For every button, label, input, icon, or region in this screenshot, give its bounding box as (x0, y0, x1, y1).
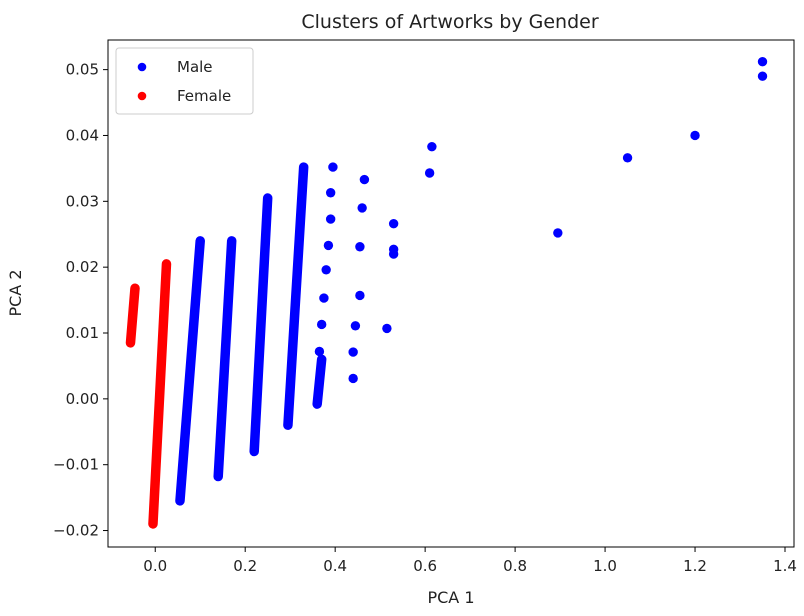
data-strip (213, 236, 237, 482)
legend-marker-male (137, 62, 147, 72)
plot-area (125, 57, 768, 529)
data-point (427, 141, 437, 152)
data-point (325, 188, 336, 198)
y-axis: −0.02 −0.01 0.00 0.01 0.02 0.03 0.04 0.05 (53, 61, 108, 540)
data-strip (148, 259, 172, 529)
data-point (382, 323, 392, 334)
x-tick-label: 0.0 (143, 557, 167, 575)
y-tick-label: 0.01 (66, 324, 99, 342)
data-point (325, 214, 336, 224)
y-tick-label: 0.00 (66, 390, 99, 408)
data-point (314, 346, 325, 357)
x-tick-label: 0.8 (503, 557, 527, 575)
data-strip (249, 193, 273, 457)
data-point (355, 290, 365, 301)
x-tick-label: 0.2 (233, 557, 257, 575)
data-point (388, 249, 399, 259)
data-point (690, 130, 700, 141)
plot-frame (107, 39, 795, 548)
x-tick-label: 1.2 (683, 557, 707, 575)
legend-marker-female (137, 91, 147, 101)
data-point (424, 168, 435, 178)
data-strip (125, 283, 140, 348)
data-point (357, 203, 367, 213)
data-point (757, 71, 768, 81)
y-tick-label: 0.05 (66, 61, 99, 79)
legend: Male Female (115, 47, 254, 115)
x-tick-label: 0.6 (413, 557, 437, 575)
y-tick-label: 0.03 (66, 192, 99, 210)
series-male (175, 57, 768, 506)
data-point (359, 174, 370, 185)
x-tick-label: 1.0 (593, 557, 617, 575)
data-point (553, 228, 563, 238)
y-tick-label: −0.02 (53, 522, 99, 540)
y-axis-label: PCA 2 (6, 269, 25, 316)
data-point (350, 321, 361, 331)
data-point (316, 319, 327, 330)
data-point (323, 240, 334, 251)
y-tick-label: −0.01 (53, 456, 99, 474)
data-point (355, 242, 365, 252)
legend-label-male: Male (177, 58, 213, 76)
data-point (622, 153, 633, 163)
data-strip (175, 236, 205, 506)
x-axis: 0.0 0.2 0.4 0.6 0.8 1.0 1.2 1.4 (143, 547, 797, 575)
chart-title: Clusters of Artworks by Gender (301, 11, 598, 33)
legend-box (115, 47, 254, 115)
legend-label-female: Female (177, 87, 231, 105)
data-strip (283, 162, 309, 430)
x-axis-label: PCA 1 (427, 588, 474, 607)
data-point (348, 347, 358, 357)
data-point (321, 265, 331, 275)
data-point (757, 57, 768, 67)
x-tick-label: 1.4 (773, 557, 797, 575)
data-strip (312, 354, 327, 409)
y-tick-label: 0.04 (66, 126, 99, 144)
data-point (319, 293, 329, 303)
x-tick-label: 0.4 (323, 557, 347, 575)
series-female (125, 259, 172, 529)
data-point (348, 373, 358, 384)
data-point (388, 219, 399, 229)
data-point (328, 162, 338, 172)
y-tick-label: 0.02 (66, 258, 99, 276)
